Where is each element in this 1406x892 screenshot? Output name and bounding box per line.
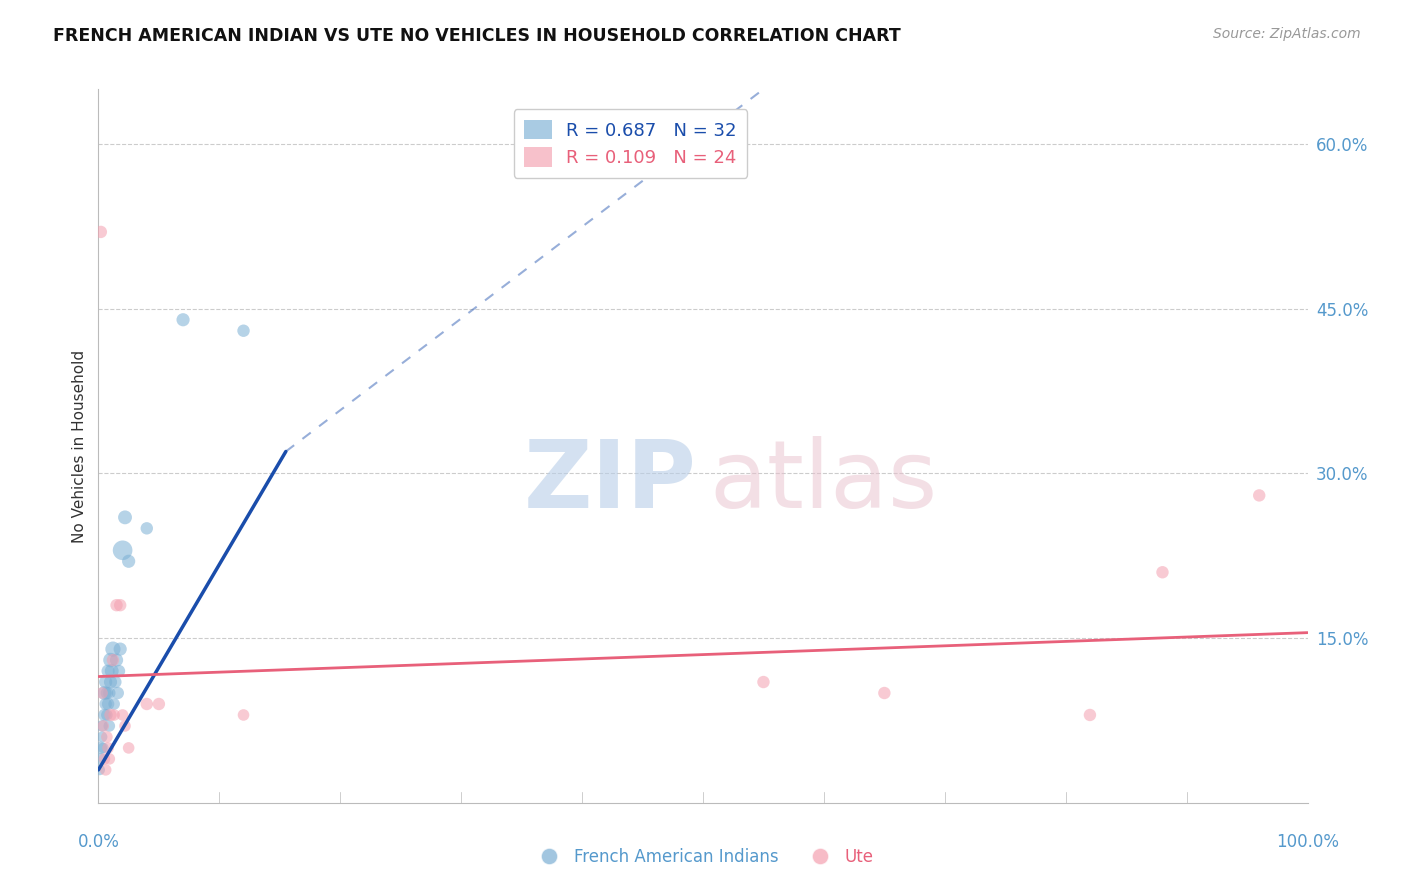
Point [98, 719, 121, 733]
Legend: French American Indians, Ute: French American Indians, Ute [526, 842, 880, 873]
Point [94, 675, 117, 690]
Point [97, 740, 120, 755]
Point [91, 740, 114, 755]
Point [108, 642, 131, 657]
Point [90, 740, 112, 755]
Point [94, 697, 117, 711]
Text: FRENCH AMERICAN INDIAN VS UTE NO VEHICLES IN HOUSEHOLD CORRELATION CHART: FRENCH AMERICAN INDIAN VS UTE NO VEHICLE… [53, 27, 901, 45]
Y-axis label: No Vehicles in Household: No Vehicles in Household [72, 350, 87, 542]
Point [1249, 488, 1271, 502]
Point [108, 598, 131, 612]
Text: 0.0%: 0.0% [77, 833, 120, 851]
Text: atlas: atlas [709, 435, 938, 528]
Point [111, 543, 134, 558]
Point [93, 708, 115, 723]
Text: Source: ZipAtlas.com: Source: ZipAtlas.com [1213, 27, 1361, 41]
Point [90, 752, 112, 766]
Point [148, 697, 170, 711]
Point [98, 752, 121, 766]
Point [107, 686, 129, 700]
Point [103, 708, 125, 723]
Point [105, 653, 128, 667]
Point [1152, 566, 1174, 580]
Point [97, 664, 120, 678]
Text: ZIP: ZIP [524, 435, 697, 528]
Point [96, 708, 118, 723]
Point [118, 740, 141, 755]
Point [96, 730, 118, 744]
Point [100, 664, 122, 678]
Point [232, 708, 254, 723]
Point [96, 686, 118, 700]
Point [91, 730, 114, 744]
Point [111, 708, 134, 723]
Point [100, 708, 122, 723]
Point [90, 225, 112, 239]
Point [118, 554, 141, 568]
Point [232, 324, 254, 338]
Point [101, 642, 124, 657]
Point [752, 675, 775, 690]
Point [91, 719, 114, 733]
Point [91, 719, 114, 733]
Point [100, 653, 122, 667]
Point [89, 763, 111, 777]
Point [105, 598, 128, 612]
Point [108, 664, 131, 678]
Point [114, 719, 136, 733]
Point [101, 653, 124, 667]
Point [93, 752, 115, 766]
Point [114, 510, 136, 524]
Point [1078, 708, 1101, 723]
Point [135, 697, 157, 711]
Point [103, 697, 125, 711]
Point [104, 675, 127, 690]
Point [873, 686, 896, 700]
Point [172, 312, 194, 326]
Text: 100.0%: 100.0% [1277, 833, 1339, 851]
Point [135, 521, 157, 535]
Point [97, 697, 120, 711]
Point [98, 686, 121, 700]
Point [91, 686, 114, 700]
Point [100, 675, 122, 690]
Point [93, 686, 115, 700]
Point [94, 763, 117, 777]
